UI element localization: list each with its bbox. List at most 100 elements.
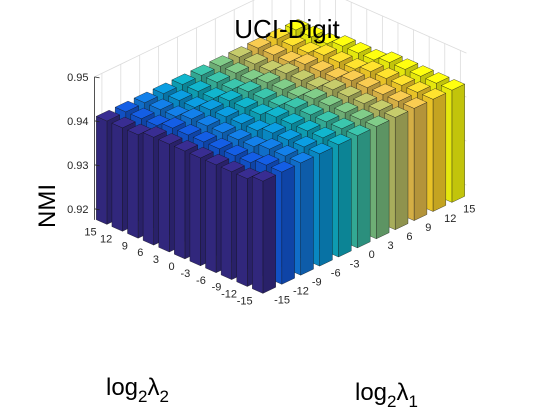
bar-face-top [208,137,233,150]
bar-face-top [215,105,239,118]
y-tick-label-6: 3 [153,254,159,266]
bar-face-top [422,88,446,100]
x-tick-label-10: 15 [463,204,475,216]
z-axis-label: NMI [34,184,61,228]
bar-face-top [224,144,248,156]
bar-face-top [256,71,281,83]
bar-face-side [300,156,314,276]
bar-face-side [281,165,295,285]
x-tick-label-7: 6 [406,231,412,243]
y-axis-label-base-sub: 2 [138,387,147,406]
bar-face-top [228,46,253,58]
bar-face-top [158,133,183,145]
x-axis-label-symbol: λ [397,379,409,406]
y-axis-label-symbol: λ [148,374,160,401]
bar-face-top [384,106,409,118]
bar-face-top [403,97,428,109]
bar-face-top [337,85,362,97]
bar-face-top [409,65,434,77]
bar-face-top [290,69,315,81]
bar-face-top [171,73,196,85]
bar-face-top [111,116,136,129]
bar-face-front [220,166,232,280]
bar-face-side [413,102,428,221]
x-tick-label-3: -6 [331,267,341,279]
bar-face-top [130,107,155,119]
z-tick-mark-0 [94,208,100,211]
x-tick-label-5: 0 [369,249,375,261]
bar-face-front [252,176,264,294]
bar-face-top [318,94,343,107]
x-axis-label: log2λ1 [355,379,418,411]
bar-face-front [127,129,139,239]
y-tick-label-1: -12 [221,289,237,301]
y-tick-label-3: -6 [196,275,206,287]
z-tick-label-2: 0.94 [67,116,88,128]
bar-face-top [187,80,212,92]
bar-face-top [327,133,352,145]
bar-face-front [142,132,154,246]
bar-face-top [394,58,419,70]
bar-face-top [277,129,302,141]
bars-layer [96,19,465,294]
bar-face-top [227,128,252,140]
bar-face-top [180,108,205,120]
gridline-back-z-3 [345,0,467,54]
chart-title: UCI-Digit [234,14,340,44]
y-tick-label-10: 15 [84,227,96,239]
bar-face-front [205,160,217,273]
bar-face-top [218,89,243,102]
bar-face-top [356,76,381,88]
x-axis-label-base: log [355,379,387,406]
z-tick-mark-1 [94,164,100,167]
bar-face-top [331,35,356,47]
bar-face-side [357,129,371,249]
y-tick-label-5: 0 [169,261,175,273]
bar-face-top [309,60,334,72]
bar-face-top [353,92,377,104]
y-axis-label: log2λ2 [106,374,169,406]
bar-face-top [375,67,400,79]
y-axis-label-symbol-sub: 2 [160,387,169,406]
x-tick-label-2: -9 [312,276,322,288]
bar-face-top [312,126,336,139]
y-tick-label-8: 9 [122,240,128,252]
bar-face-top [328,51,353,63]
bar-face-top [152,82,177,94]
x-axis-label-base-sub: 2 [387,392,396,411]
bar-face-top [346,124,371,136]
bar-face-top [289,152,314,164]
bar-face-top [347,42,372,54]
z-tick-mark-2 [94,120,100,123]
bar-face-top [441,79,465,91]
bar-face-top [193,131,217,143]
y-tick-label-4: -3 [180,268,190,280]
bar-face-top [274,145,299,157]
bar-face-top [252,170,276,182]
x-tick-label-4: -3 [350,258,360,270]
x-tick-label-8: 9 [425,222,431,234]
bar-face-front [174,146,186,260]
bar-face-top [253,87,277,99]
bar-face-top [225,62,249,74]
z-tick-label-3: 0.95 [67,72,88,84]
bar-face-top [206,71,230,83]
bar-face-top [220,160,245,172]
x-tick-label-9: 12 [444,213,456,225]
bar-face-top [299,104,324,116]
bar-face-top [372,83,396,95]
bar-face-top [174,140,198,152]
bar-face-top [391,74,415,86]
bar-face-top [284,97,308,109]
y-tick-label-7: 6 [137,247,143,259]
ticks-layer: 0.920.930.940.95-15-12-9-6-303691215-15-… [67,72,475,308]
bar-face-front [96,116,108,225]
bar-face-top [406,81,431,93]
bar-face-top [349,108,374,120]
bar-face-top [255,154,280,166]
bar-face-top [161,117,186,129]
bar-face-top [331,117,355,129]
bar-face-side [432,93,446,212]
bar-face-top [199,99,224,111]
